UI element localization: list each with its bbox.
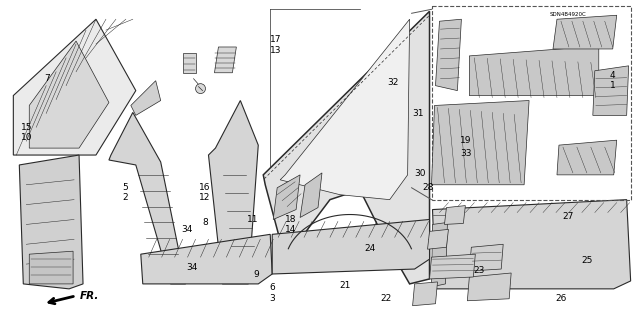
Text: 24: 24 [365, 243, 376, 253]
Polygon shape [273, 175, 300, 219]
Polygon shape [428, 229, 449, 249]
Text: 7: 7 [44, 74, 50, 83]
Circle shape [196, 84, 205, 93]
Polygon shape [429, 254, 476, 279]
Polygon shape [469, 244, 503, 271]
Polygon shape [593, 66, 628, 115]
Text: 8: 8 [202, 218, 208, 227]
Text: 3: 3 [269, 294, 275, 303]
Polygon shape [435, 19, 461, 91]
Polygon shape [141, 234, 272, 284]
Text: 14: 14 [285, 225, 296, 234]
Text: 25: 25 [581, 256, 593, 265]
Polygon shape [553, 15, 617, 49]
Text: 5: 5 [122, 183, 128, 192]
Text: FR.: FR. [80, 291, 99, 301]
Text: 32: 32 [387, 78, 398, 86]
Text: 17: 17 [269, 35, 281, 44]
Text: 12: 12 [199, 193, 211, 202]
Polygon shape [444, 205, 465, 225]
Text: SDN4B4920C: SDN4B4920C [549, 11, 586, 17]
Text: 34: 34 [186, 263, 198, 271]
Text: 28: 28 [422, 183, 433, 192]
Polygon shape [19, 155, 83, 289]
Text: 30: 30 [414, 169, 426, 178]
Text: 31: 31 [412, 109, 424, 118]
Polygon shape [109, 112, 186, 284]
Polygon shape [431, 100, 529, 185]
Text: 15: 15 [20, 123, 32, 132]
Polygon shape [29, 251, 73, 284]
Text: 19: 19 [460, 136, 472, 145]
Text: 16: 16 [199, 183, 211, 192]
Text: 23: 23 [473, 266, 484, 275]
Polygon shape [433, 200, 630, 289]
Polygon shape [29, 41, 109, 148]
Polygon shape [300, 173, 322, 218]
Polygon shape [263, 11, 429, 284]
Polygon shape [182, 53, 196, 73]
Text: 26: 26 [556, 294, 567, 303]
Text: 13: 13 [269, 46, 281, 55]
Text: 10: 10 [20, 133, 32, 142]
Polygon shape [13, 19, 136, 155]
Polygon shape [214, 47, 236, 73]
Text: 27: 27 [562, 212, 573, 221]
Bar [431, 6, 630, 200]
Polygon shape [209, 100, 259, 284]
Text: 18: 18 [285, 215, 296, 224]
Text: 34: 34 [181, 225, 193, 234]
Text: 1: 1 [610, 81, 616, 90]
Polygon shape [469, 46, 599, 96]
Text: 4: 4 [610, 71, 616, 80]
Polygon shape [467, 273, 511, 301]
Text: 9: 9 [253, 271, 259, 279]
Polygon shape [272, 219, 429, 274]
Polygon shape [413, 282, 438, 306]
Text: 11: 11 [246, 215, 258, 224]
Polygon shape [557, 140, 617, 175]
Text: 2: 2 [122, 193, 128, 202]
Text: 33: 33 [460, 149, 472, 158]
Polygon shape [431, 222, 447, 287]
Text: 6: 6 [269, 283, 275, 292]
Text: 22: 22 [381, 294, 392, 303]
Polygon shape [131, 81, 161, 115]
Polygon shape [280, 19, 410, 200]
Text: 21: 21 [339, 281, 351, 291]
